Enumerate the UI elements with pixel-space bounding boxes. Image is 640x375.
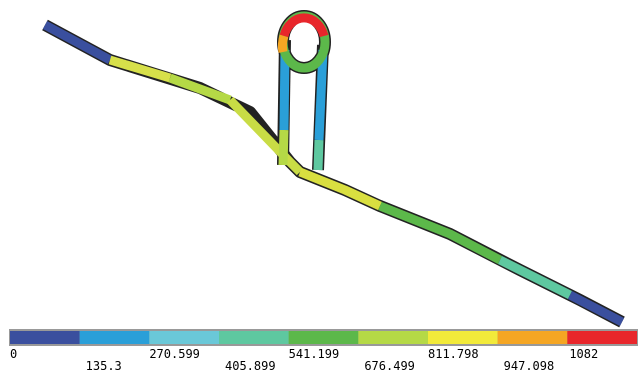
- legend-swatch: [428, 331, 498, 344]
- legend-swatch: [358, 331, 428, 344]
- legend-label: 135.3: [86, 359, 122, 373]
- loop-leg: [318, 140, 319, 170]
- legend-swatch: [149, 331, 219, 344]
- loop-ring-side: [282, 36, 284, 52]
- legend-swatch: [10, 331, 80, 344]
- legend-label: 405.899: [225, 359, 276, 373]
- legend-label: 0: [10, 347, 17, 361]
- legend-swatch: [289, 331, 359, 344]
- legend-label: 811.798: [428, 347, 479, 361]
- legend-label: 541.199: [289, 347, 340, 361]
- legend-swatch: [498, 331, 568, 344]
- legend-label: 676.499: [364, 359, 415, 373]
- legend-label: 1082: [569, 347, 598, 361]
- loop-leg: [283, 130, 284, 165]
- legend-swatch: [80, 331, 150, 344]
- legend-swatch: [567, 331, 637, 344]
- legend-swatch: [219, 331, 289, 344]
- legend-label: 270.599: [149, 347, 200, 361]
- fea-view: 0 135.3 270.599 405.899 541.199 676.499 811.79…: [0, 0, 640, 375]
- legend-label: 947.098: [504, 359, 555, 373]
